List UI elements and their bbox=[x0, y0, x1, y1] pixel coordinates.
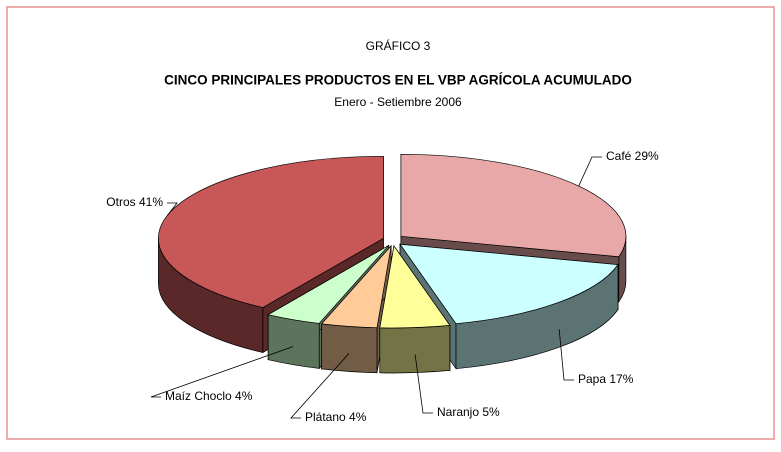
slice bbox=[400, 153, 627, 258]
slice-wall bbox=[321, 323, 378, 374]
data-label: Otros 41% bbox=[106, 195, 163, 209]
chart-kicker: GRÁFICO 3 bbox=[366, 38, 431, 53]
leader-line bbox=[414, 354, 433, 414]
chart-title: CINCO PRINCIPALES PRODUCTOS EN EL VBP AG… bbox=[164, 73, 632, 88]
leader-line bbox=[167, 202, 178, 216]
leader-line bbox=[150, 346, 294, 398]
leader-line bbox=[578, 156, 602, 187]
pie bbox=[158, 153, 627, 374]
data-label: Maíz Choclo 4% bbox=[165, 389, 253, 403]
chart-subtitle: Enero - Setiembre 2006 bbox=[334, 95, 462, 109]
data-label: Naranjo 5% bbox=[437, 405, 500, 419]
data-label: Plátano 4% bbox=[305, 410, 367, 424]
slice bbox=[399, 243, 619, 325]
labels: Café 29% Papa 17% Naranjo 5% Plátano 4% Maíz… bbox=[106, 149, 659, 424]
data-label: Papa 17% bbox=[578, 372, 634, 386]
data-label: Café 29% bbox=[606, 149, 659, 163]
leader-line bbox=[558, 329, 574, 381]
slice bbox=[379, 245, 451, 329]
slice-wall bbox=[379, 325, 451, 374]
slice bbox=[267, 245, 390, 324]
leader-line bbox=[290, 353, 350, 419]
slice bbox=[320, 244, 392, 329]
